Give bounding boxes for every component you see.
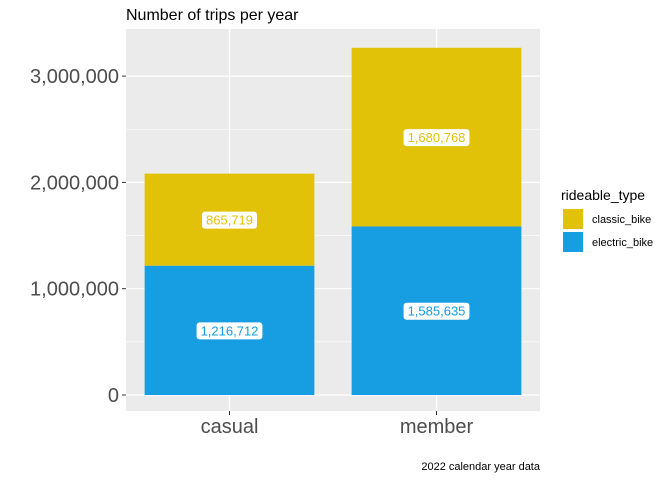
- legend-key-classic_bike: [563, 209, 583, 229]
- legend: rideable_type classic_bike electric_bike: [561, 187, 653, 252]
- data-label-background: [403, 302, 470, 320]
- chart-title: Number of trips per year: [126, 7, 299, 24]
- data-label-background: [202, 211, 257, 229]
- y-axis: 0 1,000,000 2,000,000 3,000,000: [30, 66, 126, 407]
- y-tick-label: 0: [108, 385, 119, 407]
- caption: 2022 calendar year data: [421, 461, 541, 473]
- data-label: 865,719: [206, 213, 253, 228]
- y-tick-label: 1,000,000: [30, 279, 119, 301]
- legend-label: classic_bike: [592, 214, 651, 226]
- data-label: 1,585,635: [408, 304, 466, 319]
- data-labels: 1,216,712 865,719 1,585,635 1,680,768: [196, 129, 470, 340]
- data-label-background: [196, 322, 263, 340]
- data-label: 1,216,712: [201, 323, 259, 338]
- legend-title: rideable_type: [561, 187, 645, 203]
- x-axis: casual member: [201, 411, 474, 438]
- legend-label: electric_bike: [592, 237, 653, 249]
- data-label: 1,680,768: [408, 130, 466, 145]
- y-tick-label: 2,000,000: [30, 172, 119, 194]
- y-tick-label: 3,000,000: [30, 66, 119, 88]
- data-label-background: [403, 129, 470, 147]
- x-tick-label: casual: [201, 416, 259, 438]
- x-tick-label: member: [400, 416, 474, 438]
- legend-key-electric_bike: [563, 232, 583, 252]
